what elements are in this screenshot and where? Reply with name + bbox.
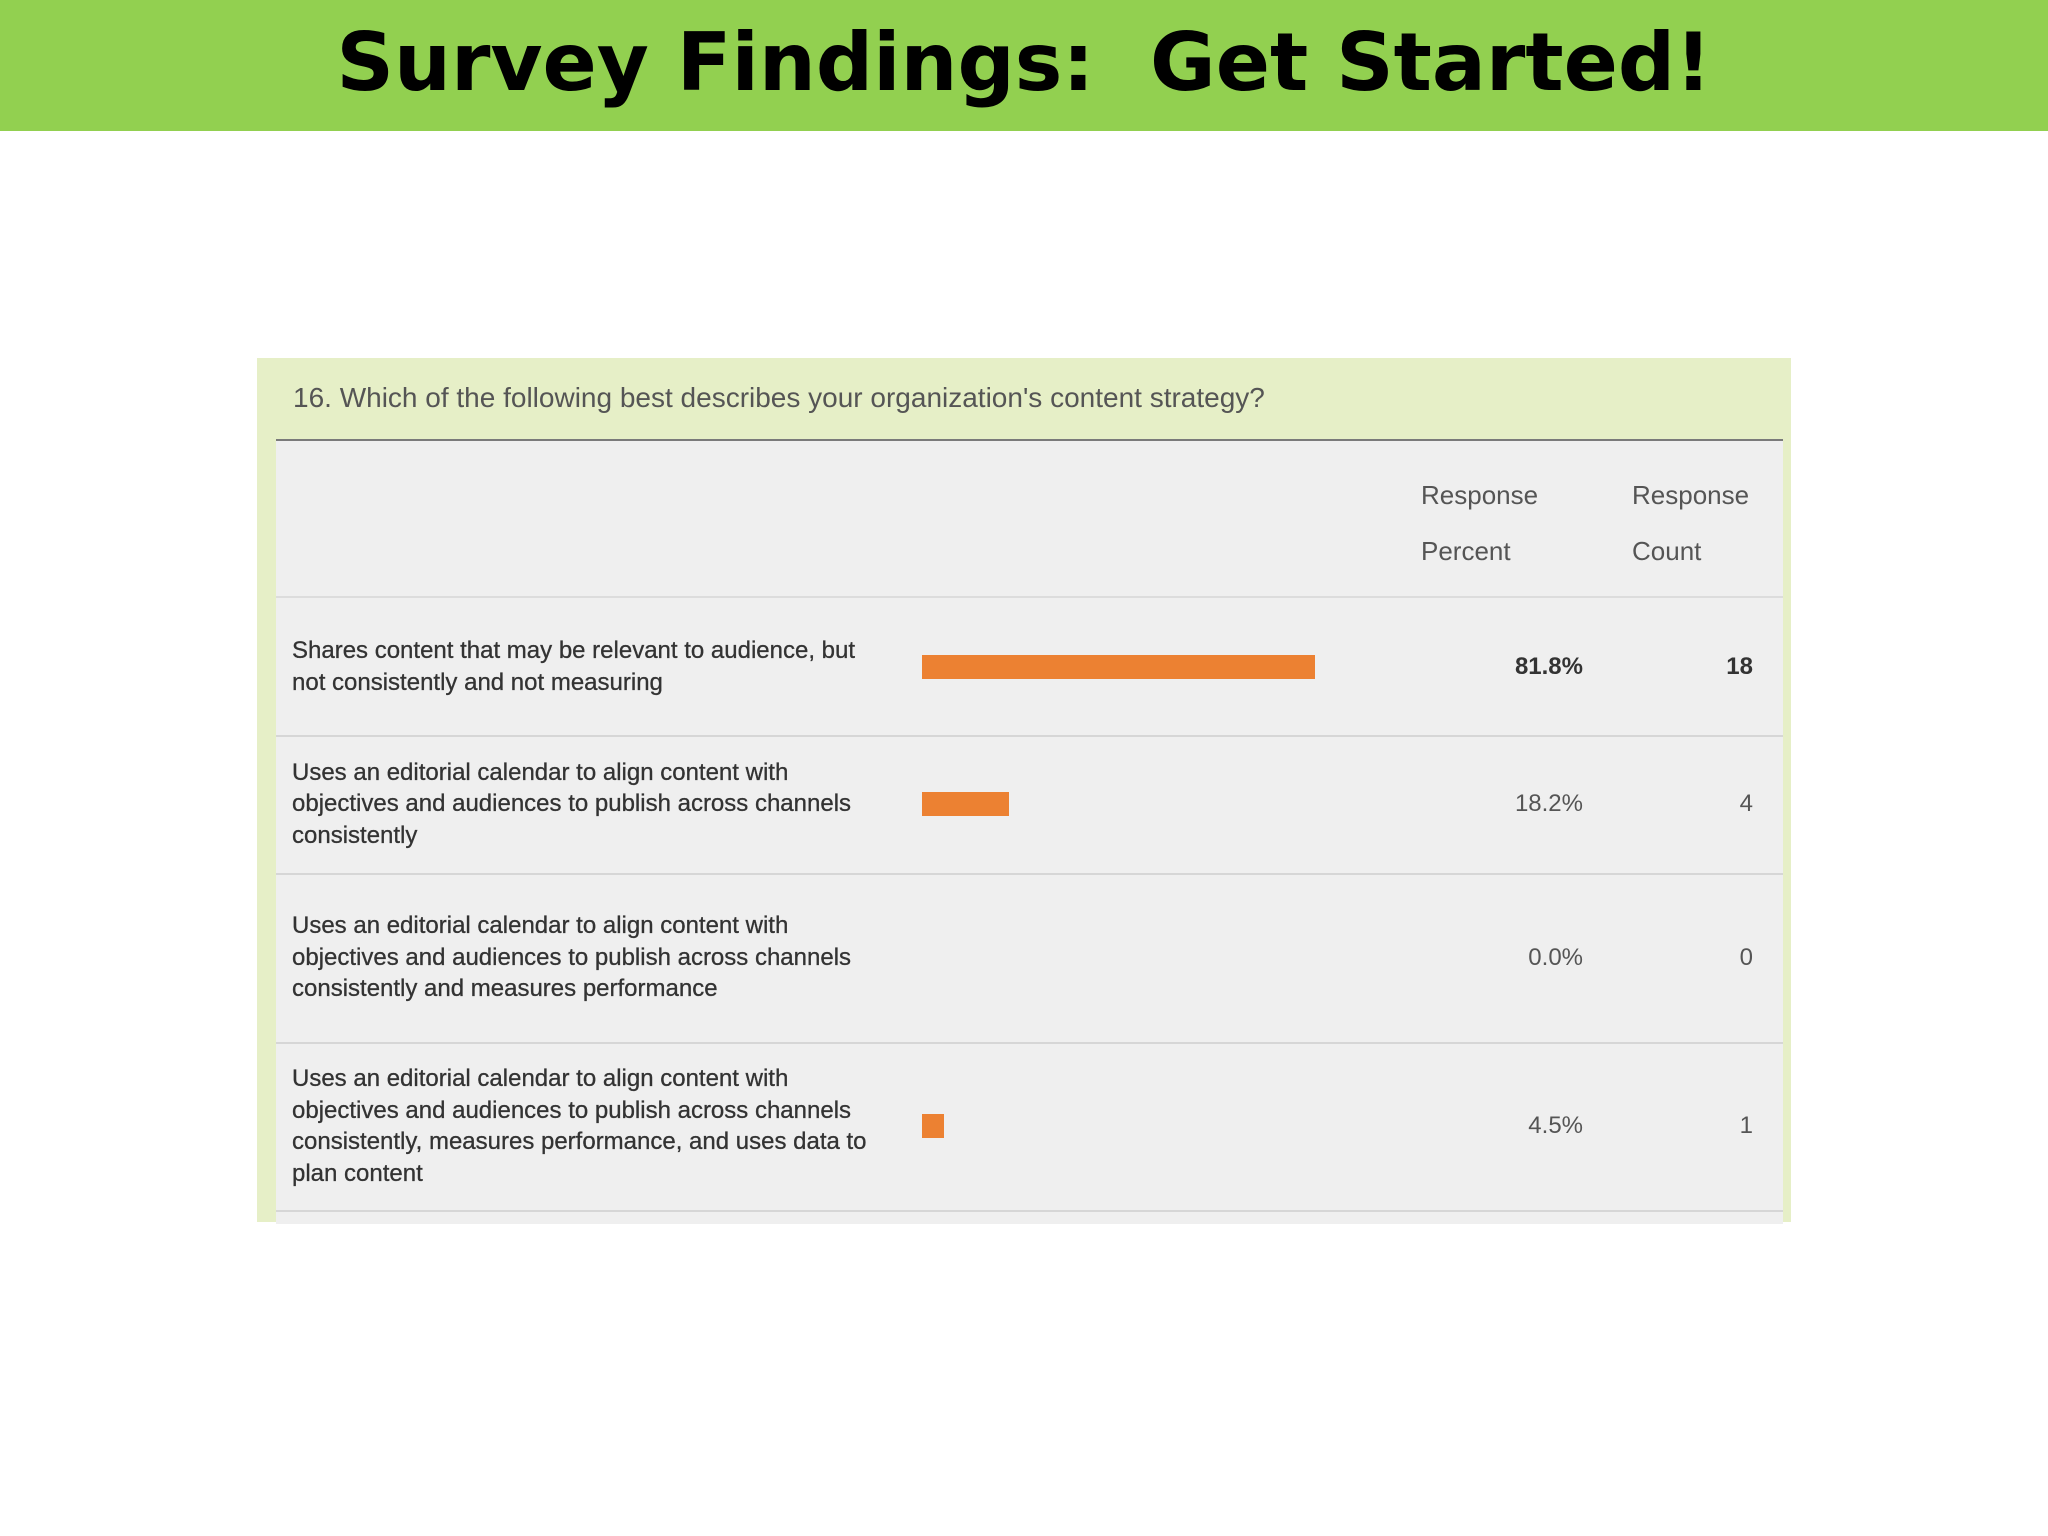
header-response-percent: Response Percent [1421,467,1538,579]
response-count: 4 [1739,790,1753,817]
header-percent-line2: Percent [1421,536,1511,566]
survey-panel: 16. Which of the following best describe… [257,358,1791,1224]
response-count: 0 [1739,943,1753,971]
row-label: Uses an editorial calendar to align cont… [292,1065,867,1187]
header-count-line2: Count [1632,536,1702,566]
row-label: Uses an editorial calendar to align cont… [292,758,852,849]
response-percent: 18.2% [1514,790,1583,817]
response-percent: 0.0% [1528,943,1583,971]
table-row: Uses an editorial calendar to align cont… [276,873,1783,1044]
table-row: Uses an editorial calendar to align cont… [276,735,1783,875]
response-percent: 81.8% [1514,652,1583,680]
table-header-row: Response Percent Response Count [276,441,1783,598]
results-table: Response Percent Response Count Shares c… [276,439,1783,1224]
title-bar: Survey Findings: Get Started! [0,0,2048,131]
survey-question: 16. Which of the following best describe… [293,382,1265,413]
table-row: Shares content that may be relevant to a… [276,598,1783,737]
header-percent-line1: Response [1421,480,1539,510]
response-bar [922,654,1315,679]
header-response-count: Response Count [1632,467,1749,579]
response-percent: 4.5% [1528,1112,1583,1139]
header-count-line1: Response [1632,480,1750,510]
slide-title: Survey Findings: Get Started! [336,16,1712,109]
table-row: Uses an editorial calendar to align cont… [276,1042,1783,1212]
response-count: 18 [1726,652,1753,680]
row-label: Shares content that may be relevant to a… [292,637,856,696]
response-count: 1 [1739,1112,1753,1139]
response-bar [922,1114,944,1138]
response-bar [922,792,1010,816]
row-label: Uses an editorial calendar to align cont… [292,912,852,1003]
